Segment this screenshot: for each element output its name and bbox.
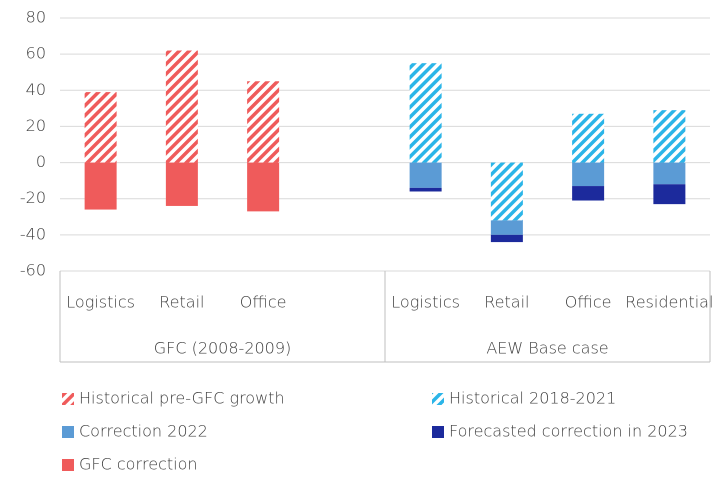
bar <box>653 184 686 205</box>
bar <box>572 113 605 163</box>
bar <box>84 92 117 163</box>
legend-swatch <box>62 459 74 471</box>
legend-label: GFC correction <box>79 455 198 474</box>
x-tick-label: Logistics <box>66 293 135 312</box>
x-tick-label: Logistics <box>391 293 460 312</box>
bar <box>409 162 442 188</box>
x-tick-label: Retail <box>484 293 529 312</box>
legend-swatch <box>432 393 444 405</box>
group-label: GFC (2008-2009) <box>154 339 292 358</box>
bar <box>490 162 523 221</box>
bar <box>165 162 198 206</box>
bar <box>572 162 605 187</box>
bar <box>84 162 117 210</box>
y-tick-label: 60 <box>26 44 46 63</box>
legend-label: Correction 2022 <box>79 422 208 441</box>
bar <box>247 162 280 212</box>
x-tick-label: Office <box>240 293 287 312</box>
legend-swatch <box>62 426 74 438</box>
y-tick-label: -20 <box>20 188 46 207</box>
legend-label: Forecasted correction in 2023 <box>449 422 688 441</box>
bar <box>490 234 523 243</box>
bar <box>247 81 280 163</box>
bar <box>409 63 442 163</box>
group-label: AEW Base case <box>486 339 608 358</box>
y-tick-label: -60 <box>20 261 46 280</box>
bar <box>572 186 605 201</box>
legend-swatch <box>432 426 444 438</box>
y-tick-label: 40 <box>26 80 46 99</box>
x-tick-label: Retail <box>159 293 204 312</box>
x-tick-label: Residential <box>625 293 713 312</box>
bar <box>165 50 198 163</box>
x-tick-label: Office <box>565 293 612 312</box>
y-tick-label: -40 <box>20 224 46 243</box>
legend-swatch <box>62 393 74 405</box>
y-tick-label: 0 <box>36 152 46 171</box>
y-tick-label: 80 <box>26 8 46 27</box>
bar <box>490 220 523 235</box>
bar <box>653 110 686 163</box>
y-tick-label: 20 <box>26 116 46 135</box>
legend-label: Historical 2018-2021 <box>449 389 616 408</box>
bar <box>409 187 442 192</box>
legend-label: Historical pre-GFC growth <box>79 389 285 408</box>
bar <box>653 162 686 185</box>
